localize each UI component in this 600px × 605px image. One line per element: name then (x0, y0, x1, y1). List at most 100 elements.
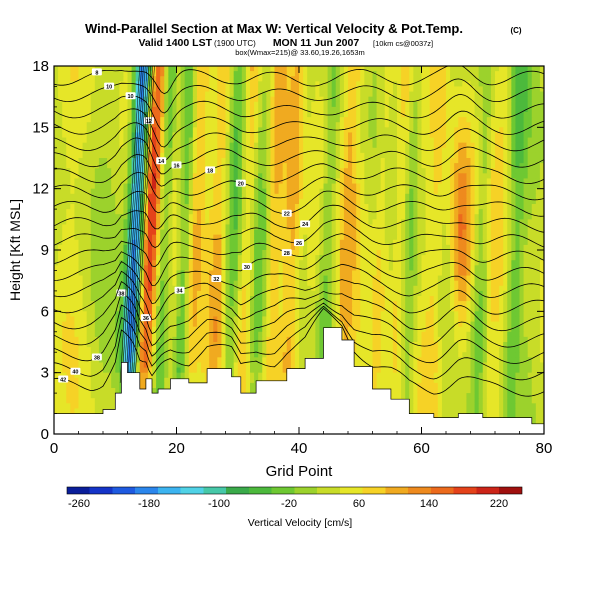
heatmap-cell (172, 153, 177, 159)
heatmap-cell (299, 230, 304, 236)
heatmap-cell (511, 270, 516, 276)
heatmap-cell (250, 66, 255, 72)
heatmap-cell (99, 148, 104, 154)
heatmap-cell (74, 86, 79, 92)
heatmap-cell (83, 102, 88, 108)
heatmap-cell (324, 143, 329, 149)
heatmap-cell (209, 240, 214, 246)
heatmap-cell (385, 112, 390, 118)
heatmap-cell (226, 265, 231, 271)
heatmap-cell (221, 143, 226, 149)
heatmap-cell (66, 204, 71, 210)
heatmap-cell (164, 224, 169, 230)
heatmap-cell (181, 260, 186, 266)
heatmap-cell (299, 194, 304, 200)
heatmap-cell (507, 178, 512, 184)
heatmap-cell (185, 132, 190, 138)
heatmap-cell (132, 143, 137, 149)
heatmap-cell (475, 209, 480, 215)
heatmap-cell (487, 199, 492, 205)
heatmap-cell (381, 138, 386, 144)
heatmap-cell (87, 209, 92, 215)
heatmap-cell (385, 122, 390, 128)
heatmap-cell (91, 255, 96, 261)
heatmap-cell (91, 250, 96, 256)
heatmap-cell (128, 132, 133, 138)
heatmap-cell (201, 184, 206, 190)
heatmap-cell (258, 250, 263, 256)
heatmap-cell (487, 148, 492, 154)
heatmap-cell (377, 224, 382, 230)
heatmap-cell (528, 81, 533, 87)
heatmap-cell (54, 209, 59, 215)
heatmap-cell (111, 122, 116, 128)
heatmap-cell (324, 71, 329, 77)
heatmap-cell (193, 255, 198, 261)
heatmap-cell (234, 86, 239, 92)
heatmap-cell (397, 250, 402, 256)
heatmap-cell (123, 153, 128, 159)
heatmap-cell (344, 265, 349, 271)
heatmap-cell (483, 230, 488, 236)
heatmap-cell (217, 158, 222, 164)
heatmap-cell (373, 81, 378, 87)
heatmap-cell (246, 204, 251, 210)
heatmap-cell (230, 143, 235, 149)
heatmap-cell (511, 240, 516, 246)
heatmap-cell (462, 214, 467, 220)
heatmap-cell (307, 92, 312, 98)
heatmap-cell (287, 235, 292, 241)
heatmap-cell (483, 158, 488, 164)
heatmap-cell (107, 184, 112, 190)
heatmap-cell (462, 194, 467, 200)
heatmap-cell (217, 214, 222, 220)
heatmap-cell (373, 76, 378, 82)
heatmap-cell (430, 260, 435, 266)
heatmap-cell (230, 199, 235, 205)
heatmap-cell (446, 184, 451, 190)
heatmap-cell (503, 194, 508, 200)
heatmap-cell (197, 76, 202, 82)
heatmap-cell (283, 265, 288, 271)
heatmap-cell (442, 235, 447, 241)
heatmap-cell (528, 153, 533, 159)
heatmap-cell (213, 148, 218, 154)
heatmap-cell (83, 158, 88, 164)
heatmap-cell (270, 132, 275, 138)
heatmap-cell (115, 71, 120, 77)
heatmap-cell (115, 224, 120, 230)
heatmap-cell (479, 265, 484, 271)
heatmap-cell (250, 214, 255, 220)
heatmap-cell (132, 199, 137, 205)
heatmap-cell (164, 230, 169, 236)
heatmap-cell (466, 132, 471, 138)
heatmap-cell (275, 66, 280, 72)
heatmap-cell (348, 245, 353, 251)
heatmap-cell (503, 102, 508, 108)
heatmap-cell (254, 250, 259, 256)
heatmap-cell (242, 138, 247, 144)
heatmap-cell (511, 81, 516, 87)
heatmap-cell (58, 250, 63, 256)
heatmap-cell (446, 132, 451, 138)
heatmap-cell (54, 127, 59, 133)
heatmap-cell (266, 173, 271, 179)
heatmap-cell (62, 102, 67, 108)
heatmap-cell (426, 235, 431, 241)
heatmap-cell (479, 163, 484, 169)
heatmap-cell (524, 265, 529, 271)
heatmap-cell (87, 250, 92, 256)
heatmap-cell (454, 81, 459, 87)
heatmap-cell (226, 153, 231, 159)
heatmap-cell (528, 173, 533, 179)
heatmap-cell (287, 81, 292, 87)
heatmap-cell (217, 260, 222, 266)
heatmap-cell (266, 163, 271, 169)
heatmap-cell (270, 158, 275, 164)
heatmap-cell (389, 163, 394, 169)
heatmap-cell (213, 153, 218, 159)
heatmap-cell (401, 235, 406, 241)
heatmap-cell (450, 235, 455, 241)
heatmap-cell (409, 86, 414, 92)
heatmap-cell (226, 189, 231, 195)
